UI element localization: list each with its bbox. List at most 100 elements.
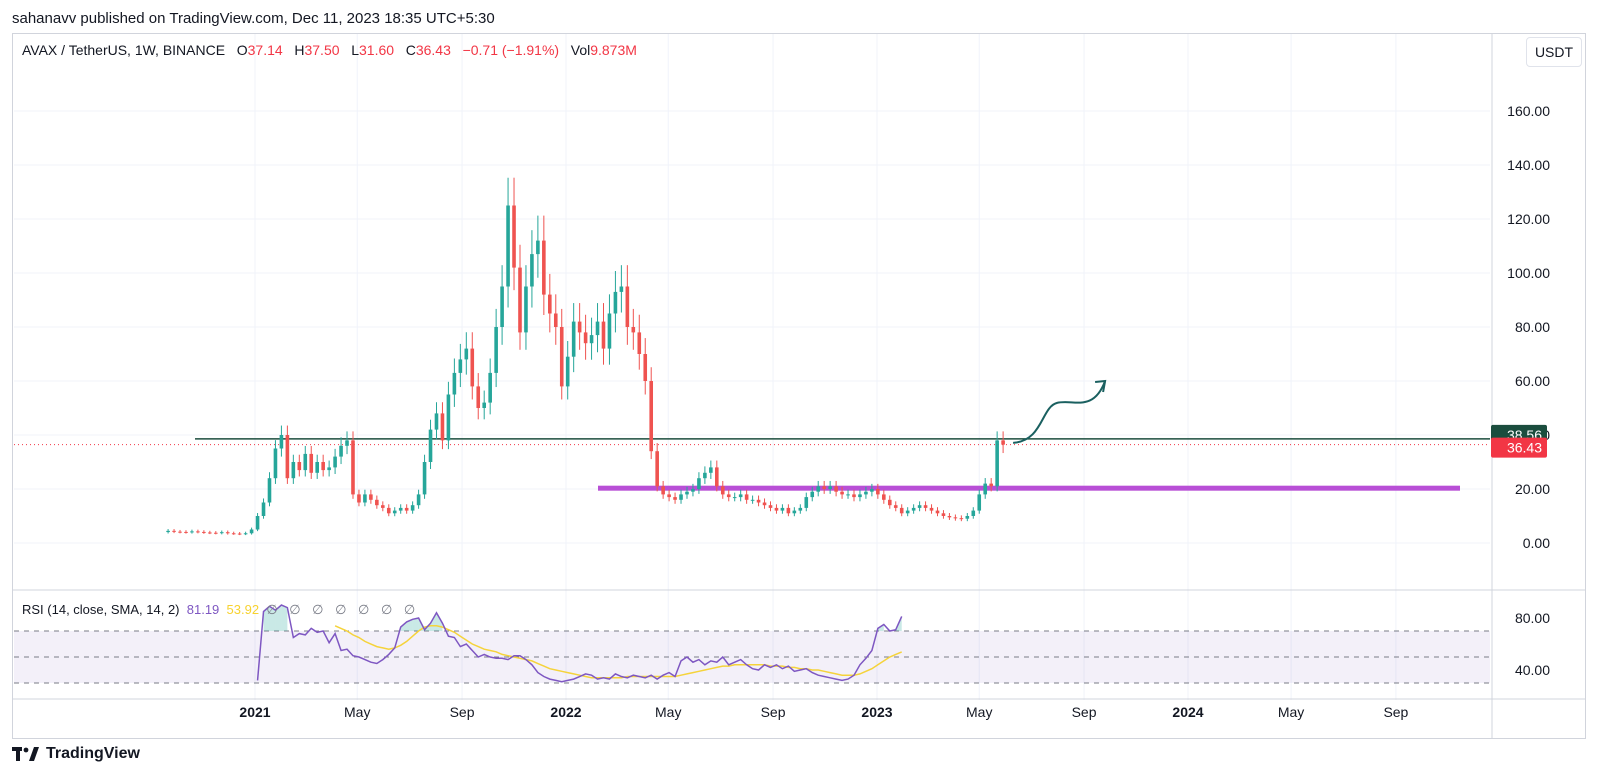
price-tick-label: 60.00 xyxy=(1515,373,1550,389)
candle-body xyxy=(219,532,224,534)
candle-body xyxy=(923,505,928,508)
time-tick-label: May xyxy=(1278,704,1304,720)
candle-body xyxy=(518,267,522,333)
last-price-badge xyxy=(1491,437,1547,458)
candle-body xyxy=(202,531,206,533)
last-price-text: 36.43 xyxy=(1507,440,1542,456)
candle-body xyxy=(488,372,492,403)
candle-body xyxy=(434,413,439,430)
candle-body xyxy=(977,494,982,511)
candle-body xyxy=(583,332,588,344)
grid xyxy=(12,34,1586,738)
candle-body xyxy=(744,494,749,500)
candle-body xyxy=(768,505,773,508)
candle-body xyxy=(559,327,564,387)
candle-body xyxy=(679,494,683,500)
candle-body xyxy=(929,507,934,511)
time-tick-label: May xyxy=(966,704,992,720)
candle-body xyxy=(166,530,170,533)
price-tick-label: 20.00 xyxy=(1515,481,1550,497)
volume-value: 9.873M xyxy=(590,42,637,58)
candle-body xyxy=(577,321,582,333)
rsi-tick-label: 40.00 xyxy=(1515,662,1550,678)
time-tick-label: Sep xyxy=(450,704,475,720)
candle-body xyxy=(386,507,391,514)
candle-body xyxy=(279,435,284,449)
close-value: 36.43 xyxy=(415,42,451,58)
price-tick-label: 100.00 xyxy=(1507,265,1550,281)
price-tick-label: 140.00 xyxy=(1507,157,1550,173)
candle-body xyxy=(249,529,254,534)
time-tick-label: Sep xyxy=(1383,704,1408,720)
candle-body xyxy=(446,394,451,441)
candle-body xyxy=(882,494,886,500)
footer-brand[interactable]: TradingView xyxy=(12,745,140,763)
candle-body xyxy=(184,531,188,533)
candle-body xyxy=(738,494,743,498)
candle-body xyxy=(911,507,916,511)
candle-body xyxy=(840,491,844,495)
rsi-overbought-fill xyxy=(406,619,413,631)
candle-body xyxy=(667,494,671,498)
rsi-label[interactable]: RSI (14, close, SMA, 14, 2) xyxy=(22,602,180,617)
candle-body xyxy=(482,402,487,408)
candle-body xyxy=(255,516,260,530)
candle-body xyxy=(357,494,361,503)
candle-body xyxy=(297,462,302,471)
candle-body xyxy=(613,291,618,314)
candle-body xyxy=(995,440,999,487)
candle-body xyxy=(798,507,803,511)
time-tick-label: 2024 xyxy=(1172,704,1203,720)
candle-body xyxy=(673,497,677,500)
symbol-name[interactable]: AVAX / TetherUS, 1W, BINANCE xyxy=(22,42,226,58)
candle-body xyxy=(303,453,308,471)
price-tick-label: 120.00 xyxy=(1507,211,1550,227)
candle-body xyxy=(762,502,767,506)
candle-body xyxy=(375,499,379,506)
candle-body xyxy=(643,354,648,381)
candle-body xyxy=(965,516,970,519)
candle-body xyxy=(309,453,314,473)
candle-body xyxy=(816,486,821,492)
rsi-overbought-fill xyxy=(269,606,276,631)
change-value: −0.71 (−1.91%) xyxy=(462,42,560,58)
candle-body xyxy=(315,462,319,473)
candle-body xyxy=(321,462,325,471)
symbol-legend: AVAX / TetherUS, 1W, BINANCE O37.14 H37.… xyxy=(22,42,637,58)
candle-body xyxy=(506,205,510,287)
candle-body xyxy=(458,359,463,373)
candle-body xyxy=(416,494,421,506)
candle-body xyxy=(709,467,713,473)
candle-body xyxy=(422,462,427,495)
candle-body xyxy=(691,489,695,492)
candle-body xyxy=(822,486,826,489)
candle-body xyxy=(589,335,594,344)
rsi-sma-value: 53.92 xyxy=(226,602,260,617)
candle-body xyxy=(774,507,779,511)
price-axis: 160.00 140.00 120.00 100.00 80.00 60.00 40.00 2… xyxy=(1507,103,1550,678)
low-label: L xyxy=(351,42,359,58)
candle-body xyxy=(363,494,367,503)
candle-body xyxy=(440,413,445,441)
price-tick-label: 160.00 xyxy=(1507,103,1550,119)
currency-button[interactable]: USDT xyxy=(1526,37,1582,67)
time-tick-label: Sep xyxy=(1072,704,1097,720)
candle-body xyxy=(565,356,570,387)
candle-body xyxy=(846,494,850,496)
candle-body xyxy=(404,507,409,511)
arrowhead xyxy=(1095,379,1107,393)
candle-body xyxy=(989,483,993,487)
candle-body xyxy=(190,531,194,533)
volume-label: Vol xyxy=(570,42,591,58)
price-tick-label: 80.00 xyxy=(1515,319,1550,335)
candle-body xyxy=(780,507,785,511)
candle-body xyxy=(285,435,290,479)
candle-body xyxy=(750,499,755,501)
candle-body xyxy=(225,532,230,534)
price-tick-label: 0.00 xyxy=(1523,535,1550,551)
candle-body xyxy=(267,478,272,503)
candle-body xyxy=(917,505,922,508)
candle-body xyxy=(428,429,433,462)
candle-body xyxy=(655,451,659,487)
